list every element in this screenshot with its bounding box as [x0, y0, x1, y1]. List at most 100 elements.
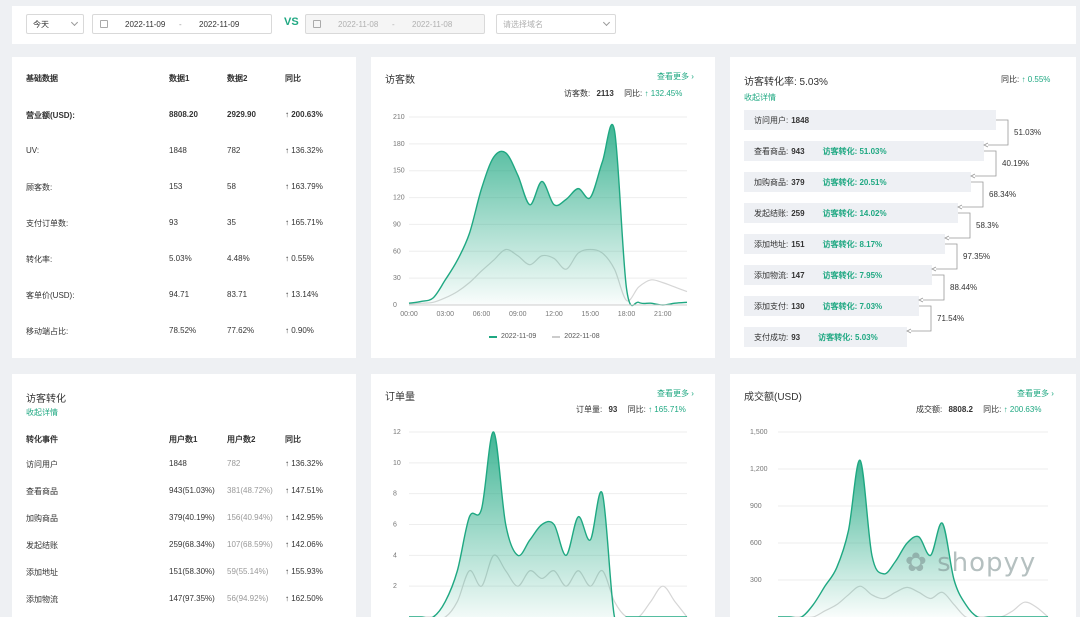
col-header-yoy: 同比	[285, 74, 301, 83]
orders-stat-label: 订单量:	[576, 405, 603, 414]
visitors-yoy-value: ↑ 132.45%	[644, 89, 683, 98]
filter-bar: 今天 2022-11-09 - 2022-11-09 VS 2022-11-08…	[12, 6, 1076, 44]
funnel-step: 添加支付: 130 访客转化: 7.03%	[744, 296, 919, 316]
orders-yoy-value: ↑ 165.71%	[648, 405, 686, 414]
col-header-users1: 用户数1	[169, 435, 198, 444]
arrow-left-icon	[970, 173, 976, 179]
revenue-stat: 成交额: 8808.2 同比: ↑ 200.63%	[916, 404, 1041, 415]
funnel-collapse-link[interactable]: 收起详情	[744, 93, 776, 102]
basic-cell-v1: 153	[169, 182, 183, 191]
legend-line	[552, 335, 561, 338]
series-line-current	[408, 123, 688, 307]
visitors-more-link[interactable]: 查看更多 ›	[657, 72, 694, 81]
date-range-1[interactable]: 2022-11-09 - 2022-11-09	[92, 14, 272, 34]
basic-cell-v1: 1848	[169, 146, 187, 155]
date2-end: 2022-11-08	[412, 19, 453, 29]
y-tick-label: 120	[393, 195, 405, 202]
funnel-step-rate: 40.19%	[1002, 159, 1030, 168]
conversion-title: 访客转化	[26, 394, 66, 405]
basic-cell-ratio: ↑ 13.14%	[285, 290, 319, 299]
basic-cell-ratio: ↑ 163.79%	[285, 182, 323, 191]
funnel-step-name: 添加物流:	[754, 270, 789, 280]
y-tick-label: 150	[393, 168, 405, 175]
funnel-step-name: 查看商品:	[754, 146, 789, 156]
x-tick-label: 03:00	[436, 311, 454, 318]
legend-item-current[interactable]: 2022-11-09	[489, 333, 536, 340]
visitors-card: 访客数 查看更多 › 访客数: 2113 同比: ↑ 132.45% 0 30 60…	[371, 57, 715, 358]
legend-label: 2022-11-09	[501, 333, 537, 340]
conversion-cell-v2: 156(40.94%)	[227, 513, 273, 522]
col-header-data1: 数据1	[169, 74, 190, 83]
basic-cell-v2: 35	[227, 218, 236, 227]
conversion-cell-ratio: ↑ 136.32%	[285, 459, 323, 468]
conversion-cell-v1: 147(97.35%)	[169, 594, 215, 603]
orders-card: 订单量 查看更多 › 订单量: 93 同比: ↑ 165.71% 2 4 6 8 10 1…	[371, 374, 715, 617]
vs-label: VS	[284, 16, 299, 28]
conversion-cell-v1: 379(40.19%)	[169, 513, 215, 522]
watermark-logo: ✿ shopyy	[905, 548, 1036, 578]
conversion-cell-name: 加购商品	[26, 514, 58, 523]
y-tick-label: 600	[750, 540, 762, 547]
orders-more-link[interactable]: 查看更多 ›	[657, 389, 694, 398]
conversion-cell-v1: 943(51.03%)	[169, 486, 215, 495]
calendar-icon	[313, 20, 321, 28]
funnel-step-conv: 访客转化: 20.51%	[822, 177, 887, 187]
y-tick-label: 60	[393, 248, 401, 255]
x-tick-label: 09:00	[509, 311, 527, 318]
domain-select-placeholder: 请选择域名	[503, 19, 543, 29]
revenue-card: 成交额(USD) 查看更多 › 成交额: 8808.2 同比: ↑ 200.63…	[730, 374, 1076, 617]
conversion-cell-v2: 107(68.59%)	[227, 540, 273, 549]
basic-cell-name: 客单价(USD):	[26, 291, 75, 300]
basic-cell-v1: 78.52%	[169, 326, 197, 335]
basic-cell-name: UV:	[26, 146, 40, 155]
visitors-yoy-label: 同比:	[624, 89, 643, 98]
funnel-card: 访客转化率: 5.03% 同比: ↑ 0.55% 收起详情 访问用户: 1848 查…	[730, 57, 1076, 358]
y-tick-label: 900	[750, 503, 762, 510]
basic-cell-name: 转化率:	[26, 255, 53, 264]
revenue-yoy-label: 同比:	[983, 405, 1002, 414]
visitors-stat: 访客数: 2113 同比: ↑ 132.45%	[564, 88, 682, 99]
legend-item-compare[interactable]: 2022-11-08	[552, 333, 600, 340]
revenue-more-link[interactable]: 查看更多 ›	[1017, 389, 1054, 398]
funnel-step: 发起结账: 259 访客转化: 14.02%	[744, 203, 958, 223]
funnel-step-value: 943	[791, 146, 805, 156]
revenue-stat-label: 成交额:	[916, 405, 943, 414]
arrow-left-icon	[918, 297, 924, 303]
orders-yoy-label: 同比:	[627, 405, 646, 414]
funnel-step-rate: 51.03%	[1014, 128, 1042, 137]
date1-start: 2022-11-09	[125, 19, 166, 29]
conversion-card: 访客转化 收起详情 转化事件 用户数1 用户数2 同比 访问用户 1848 782 ↑…	[12, 374, 356, 617]
col-header-users2: 用户数2	[227, 435, 256, 444]
conversion-cell-ratio: ↑ 142.95%	[285, 513, 323, 522]
chevron-down-icon	[602, 18, 611, 27]
arrow-left-icon	[957, 204, 963, 210]
series-line-current	[409, 431, 687, 617]
series-area-current	[409, 431, 687, 617]
period-select-value: 今天	[33, 19, 49, 29]
orders-stat: 订单量: 93 同比: ↑ 165.71%	[576, 404, 686, 415]
funnel-step: 添加物流: 147 访客转化: 7.95%	[744, 265, 932, 285]
chevron-down-icon	[70, 18, 79, 27]
col-header-data2: 数据2	[227, 74, 248, 83]
basic-cell-name: 移动端占比:	[26, 327, 69, 336]
y-tick-label: 6	[393, 522, 397, 529]
conversion-cell-name: 访问用户	[26, 460, 58, 469]
conversion-collapse-link[interactable]: 收起详情	[26, 408, 58, 417]
funnel-step-conv: 访客转化: 5.03%	[818, 332, 878, 342]
revenue-yoy-value: ↑ 200.63%	[1003, 405, 1042, 414]
col-header-event: 转化事件	[26, 435, 58, 444]
arrow-left-icon	[906, 328, 912, 334]
funnel-step-rate: 97.35%	[963, 252, 991, 261]
basic-cell-v2: 782	[227, 146, 241, 155]
y-tick-label: 30	[393, 275, 401, 282]
x-tick-label: 00:00	[400, 311, 418, 318]
funnel-step: 查看商品: 943 访客转化: 51.03%	[744, 141, 984, 161]
domain-select[interactable]: 请选择域名	[496, 14, 616, 34]
arrow-left-icon	[983, 142, 989, 148]
conversion-cell-v2: 782	[227, 459, 241, 468]
funnel-step-rate: 88.44%	[950, 283, 978, 292]
wechat-icon: ✿	[905, 548, 928, 578]
funnel-yoy-value: ↑ 0.55%	[1021, 75, 1051, 84]
date-range-2[interactable]: 2022-11-08 - 2022-11-08	[305, 14, 485, 34]
period-select[interactable]: 今天	[26, 14, 84, 34]
